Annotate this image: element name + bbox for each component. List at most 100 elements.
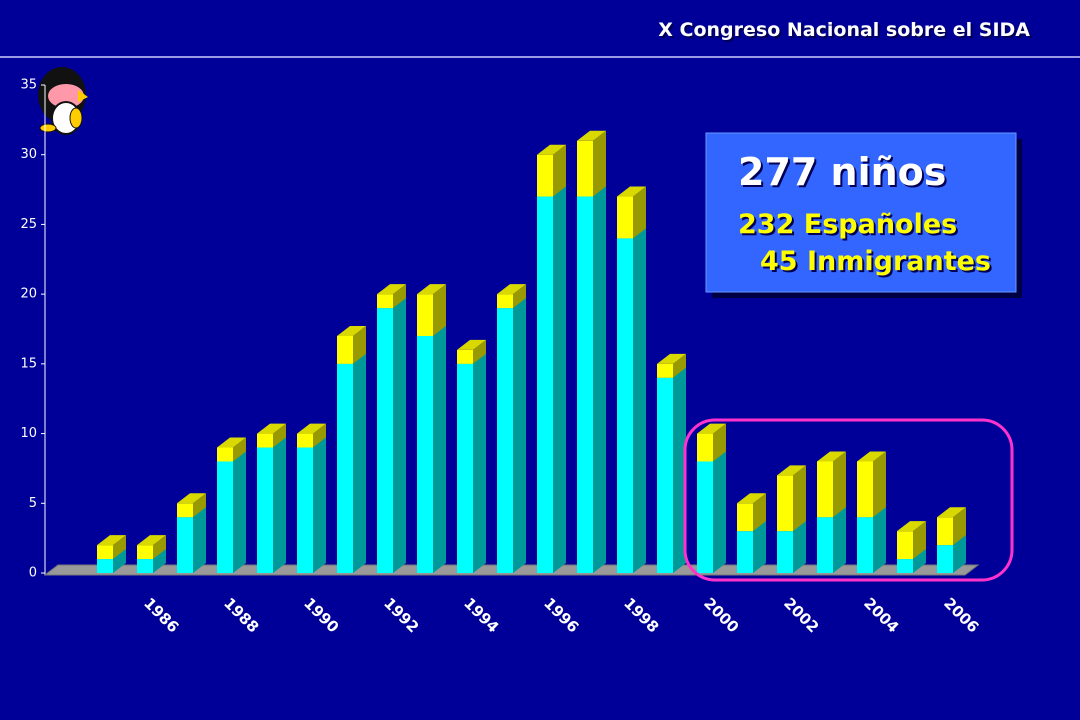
bar-segment xyxy=(137,559,153,573)
bar-side xyxy=(793,521,806,573)
bar-top xyxy=(777,465,806,476)
bar-side xyxy=(553,186,566,574)
y-tick-label: 10 xyxy=(20,426,37,441)
bar-segment xyxy=(577,140,593,197)
bar-side xyxy=(833,507,846,573)
header: X Congreso Nacional sobre el SIDA xyxy=(658,19,1030,41)
bar-segment xyxy=(897,559,913,573)
bar-segment xyxy=(937,517,953,546)
bar-segment xyxy=(617,196,633,239)
bar-segment xyxy=(137,545,153,560)
bar-side xyxy=(953,507,966,546)
bar-top xyxy=(657,353,686,364)
bar-segment xyxy=(657,363,673,378)
y-tick-label: 30 xyxy=(20,147,37,162)
bar-top xyxy=(297,423,326,434)
callout-line1: 232 Españoles xyxy=(738,209,957,240)
bar-side xyxy=(593,130,606,197)
bar-side xyxy=(673,367,686,573)
bar-segment xyxy=(857,461,873,518)
bar-top xyxy=(177,493,206,504)
bar-top xyxy=(497,284,526,295)
bar-segment xyxy=(417,294,433,336)
bar-top xyxy=(137,535,166,546)
bar-top xyxy=(937,507,966,518)
bar-segment xyxy=(777,475,793,532)
bar-side xyxy=(473,339,486,364)
bar-segment xyxy=(257,447,273,573)
bar-segment xyxy=(457,363,473,573)
bar-side xyxy=(513,284,526,309)
bar-side xyxy=(713,423,726,462)
bar-segment xyxy=(857,517,873,573)
bar-segment xyxy=(897,531,913,560)
bar-segment xyxy=(817,517,833,573)
y-tick-label: 25 xyxy=(20,217,37,232)
bar-side xyxy=(793,465,806,532)
bar-side xyxy=(393,298,406,573)
bar-top xyxy=(737,493,766,504)
bar-segment xyxy=(737,503,753,532)
bar-side xyxy=(633,186,646,239)
bar-top xyxy=(257,423,286,434)
bar-side xyxy=(713,451,726,573)
bar-side xyxy=(193,493,206,518)
bar-side xyxy=(393,284,406,309)
y-tick-label: 15 xyxy=(20,356,37,371)
bar-top xyxy=(457,339,486,350)
bar-top xyxy=(577,130,606,141)
bar-side xyxy=(913,549,926,573)
bar-segment xyxy=(217,447,233,462)
bar-top xyxy=(217,437,246,448)
bar-side xyxy=(313,423,326,448)
bar-side xyxy=(353,325,366,364)
bar-segment xyxy=(697,461,713,573)
bar-side xyxy=(873,451,886,518)
bar-top xyxy=(537,144,566,155)
bar-side xyxy=(273,437,286,573)
bar-side xyxy=(313,437,326,573)
bar-side xyxy=(633,228,646,573)
bar-segment xyxy=(737,531,753,573)
bar-segment xyxy=(537,154,553,197)
bar-side xyxy=(753,493,766,532)
bar-top xyxy=(617,186,646,197)
bar-segment xyxy=(777,531,793,573)
bar-top xyxy=(377,284,406,295)
callout-line1-shadow: 232 Españoles xyxy=(740,211,959,242)
bar-segment xyxy=(217,461,233,573)
bar-top xyxy=(337,325,366,336)
bar-side xyxy=(913,521,926,560)
bar-side xyxy=(753,521,766,573)
bar-segment xyxy=(337,335,353,364)
y-tick-label: 35 xyxy=(20,78,37,93)
bar-side xyxy=(593,186,606,574)
bar-segment xyxy=(97,559,113,573)
bar-segment xyxy=(337,363,353,573)
y-tick-label: 20 xyxy=(20,287,37,302)
bar-top xyxy=(417,284,446,295)
bar-side xyxy=(233,437,246,462)
callout-total-shadow: 277 niños xyxy=(740,152,948,196)
bar-side xyxy=(233,451,246,573)
bar-top xyxy=(897,521,926,532)
bar-top xyxy=(857,451,886,462)
bar-segment xyxy=(377,294,393,309)
y-tick-label: 5 xyxy=(29,496,37,511)
bar-top xyxy=(697,423,726,434)
bar-side xyxy=(153,549,166,573)
callout-line2: 45 Inmigrantes xyxy=(760,246,991,277)
bar-side xyxy=(833,451,846,518)
bar-segment xyxy=(497,294,513,309)
bar-segment xyxy=(377,308,393,573)
bar-segment xyxy=(177,517,193,573)
bar-side xyxy=(553,144,566,197)
bar-side xyxy=(113,535,126,560)
bar-side xyxy=(433,325,446,573)
bar-side xyxy=(193,507,206,573)
bar-segment xyxy=(577,196,593,574)
bar-segment xyxy=(457,349,473,364)
bar-segment xyxy=(97,545,113,560)
bar-side xyxy=(473,353,486,573)
